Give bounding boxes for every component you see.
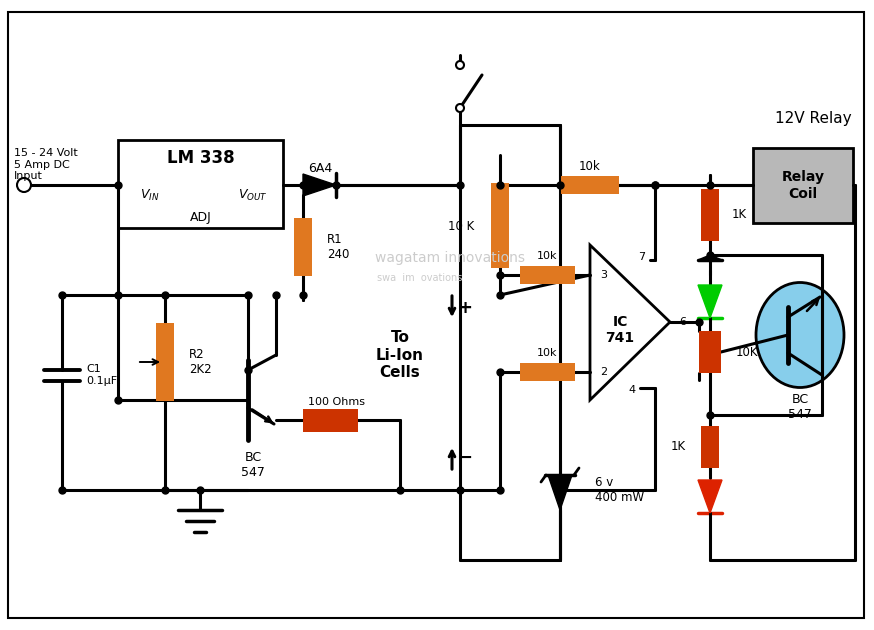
Bar (701, 189, 719, 241)
Text: 12V Relay: 12V Relay (774, 110, 851, 125)
Circle shape (456, 104, 464, 112)
Text: LM 338: LM 338 (167, 149, 234, 167)
Text: Relay
Coil: Relay Coil (781, 170, 824, 200)
Circle shape (456, 61, 464, 69)
Bar (156, 323, 174, 401)
Text: $V_{IN}$: $V_{IN}$ (141, 188, 160, 203)
Text: wagatam innovations: wagatam innovations (375, 251, 525, 265)
Polygon shape (548, 475, 572, 510)
Bar (753, 148, 853, 223)
Text: 4: 4 (628, 385, 635, 395)
Text: 10 K: 10 K (447, 220, 474, 234)
Text: 6: 6 (679, 317, 686, 327)
Text: +: + (457, 299, 473, 317)
Ellipse shape (756, 282, 844, 387)
Polygon shape (698, 285, 722, 318)
Bar (118, 140, 283, 228)
Text: C1
0.1μF: C1 0.1μF (86, 364, 117, 386)
Polygon shape (303, 174, 336, 196)
Text: 10k: 10k (537, 251, 558, 261)
Text: 6 v
400 mW: 6 v 400 mW (595, 476, 644, 504)
Text: BC
547: BC 547 (241, 451, 265, 479)
Text: R2
2K2: R2 2K2 (189, 348, 212, 376)
Text: 6A4: 6A4 (308, 161, 332, 175)
Text: 3: 3 (600, 270, 607, 280)
Bar (491, 183, 509, 268)
Text: swa  im  ovations: swa im ovations (378, 273, 462, 283)
Text: BC
547: BC 547 (788, 393, 812, 421)
Text: To
Li-Ion
Cells: To Li-Ion Cells (376, 330, 424, 380)
Text: ADJ: ADJ (190, 210, 212, 224)
Text: IC
741: IC 741 (606, 315, 635, 345)
Bar (519, 266, 574, 284)
Bar (519, 363, 574, 381)
Bar (302, 408, 357, 432)
Text: 100 Ohms: 100 Ohms (309, 397, 365, 407)
Text: 1K: 1K (671, 440, 686, 454)
Circle shape (17, 178, 31, 192)
Bar (699, 331, 721, 373)
Bar (561, 176, 619, 194)
Text: $V_{OUT}$: $V_{OUT}$ (238, 188, 268, 203)
Text: 7: 7 (638, 252, 646, 262)
Text: 10K: 10K (736, 345, 759, 358)
Polygon shape (698, 255, 722, 260)
Text: 10k: 10k (579, 161, 601, 173)
Text: 1K: 1K (732, 209, 747, 222)
Polygon shape (590, 245, 670, 400)
Polygon shape (698, 480, 722, 513)
Text: 2: 2 (600, 367, 607, 377)
Text: R1
240: R1 240 (327, 233, 350, 261)
Text: 10k: 10k (537, 348, 558, 358)
Bar (294, 218, 312, 276)
Text: −: − (457, 449, 473, 467)
Text: 15 - 24 Volt
5 Amp DC
Input: 15 - 24 Volt 5 Amp DC Input (14, 148, 78, 181)
Bar (701, 426, 719, 468)
